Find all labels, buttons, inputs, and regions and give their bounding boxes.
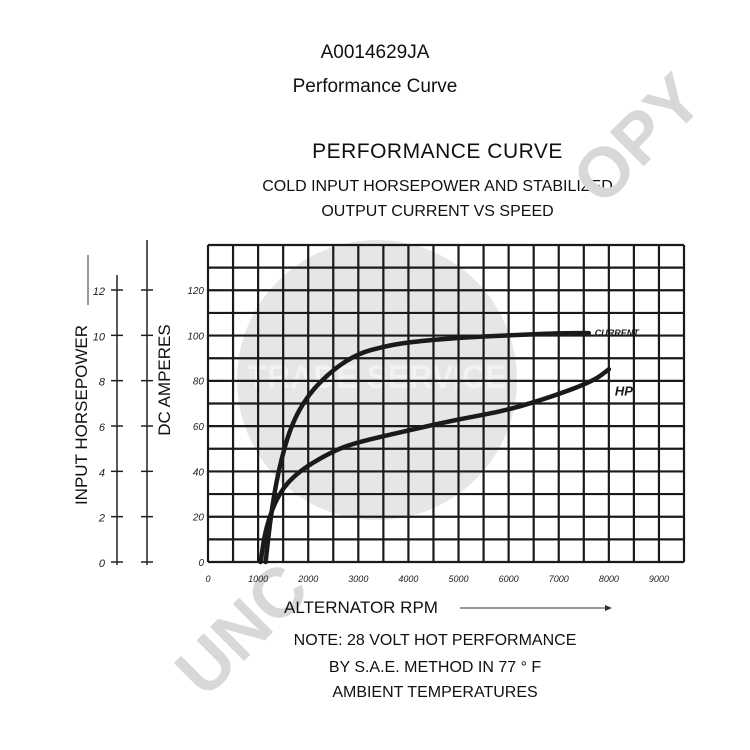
hp-tick-label: 4 bbox=[99, 467, 105, 479]
x-tick-label: 9000 bbox=[649, 574, 669, 584]
hp-tick-label: 0 bbox=[99, 558, 106, 570]
amp-tick-label: 120 bbox=[187, 286, 204, 297]
hp-tick-label: 10 bbox=[93, 331, 106, 343]
right-axis-title: DC AMPERES bbox=[155, 324, 174, 436]
chart-subtitle-line-1: COLD INPUT HORSEPOWER AND STABILIZED bbox=[262, 178, 613, 195]
x-title-arrow-head bbox=[605, 605, 612, 611]
note-line-3: AMBIENT TEMPERATURES bbox=[332, 684, 538, 701]
amp-tick-label: 20 bbox=[192, 513, 205, 524]
series-line-hp bbox=[258, 367, 612, 565]
x-tick-label: 5000 bbox=[449, 574, 469, 584]
x-tick-label: 0 bbox=[205, 574, 210, 584]
series-line-current bbox=[263, 330, 592, 565]
chart-subtitle-line-2: OUTPUT CURRENT VS SPEED bbox=[321, 203, 554, 220]
watermark-center-text: TRADE SERVICE bbox=[247, 359, 506, 395]
left-axis-title: INPUT HORSEPOWER bbox=[72, 324, 91, 506]
amp-tick-label: 80 bbox=[193, 377, 205, 388]
amp-tick-label: 100 bbox=[187, 331, 204, 342]
chart-grid bbox=[206, 243, 686, 564]
note-line-1: NOTE: 28 VOLT HOT PERFORMANCE bbox=[293, 632, 577, 649]
x-tick-label: 2000 bbox=[297, 574, 318, 584]
chart-title: PERFORMANCE CURVE bbox=[312, 140, 563, 163]
watermark-arc-right: OPY bbox=[557, 59, 717, 219]
hp-tick-label: 12 bbox=[93, 286, 105, 298]
page-subtitle: Performance Curve bbox=[292, 76, 458, 97]
series-label-current: CURRENT bbox=[595, 328, 641, 338]
x-tick-label: 6000 bbox=[499, 574, 519, 584]
amp-tick-label: 60 bbox=[193, 422, 205, 433]
part-number: A0014629JA bbox=[320, 42, 430, 63]
hp-tick-label: 8 bbox=[99, 377, 106, 389]
hp-tick-label: 2 bbox=[98, 513, 105, 525]
x-tick-label: 3000 bbox=[348, 574, 368, 584]
x-tick-label: 4000 bbox=[398, 574, 418, 584]
x-axis-title: ALTERNATOR RPM bbox=[284, 598, 438, 617]
amp-tick-label: 40 bbox=[193, 467, 205, 478]
x-tick-label: 8000 bbox=[599, 574, 619, 584]
series-label-hp: HP bbox=[615, 383, 633, 398]
x-tick-label: 1000 bbox=[248, 574, 268, 584]
hp-tick-label: 6 bbox=[99, 422, 106, 434]
chart-axes bbox=[87, 240, 612, 611]
chart-series bbox=[258, 330, 612, 565]
note-line-2: BY S.A.E. METHOD IN 77 ° F bbox=[328, 659, 542, 676]
amp-tick-label: 0 bbox=[198, 558, 204, 569]
x-tick-label: 7000 bbox=[549, 574, 569, 584]
